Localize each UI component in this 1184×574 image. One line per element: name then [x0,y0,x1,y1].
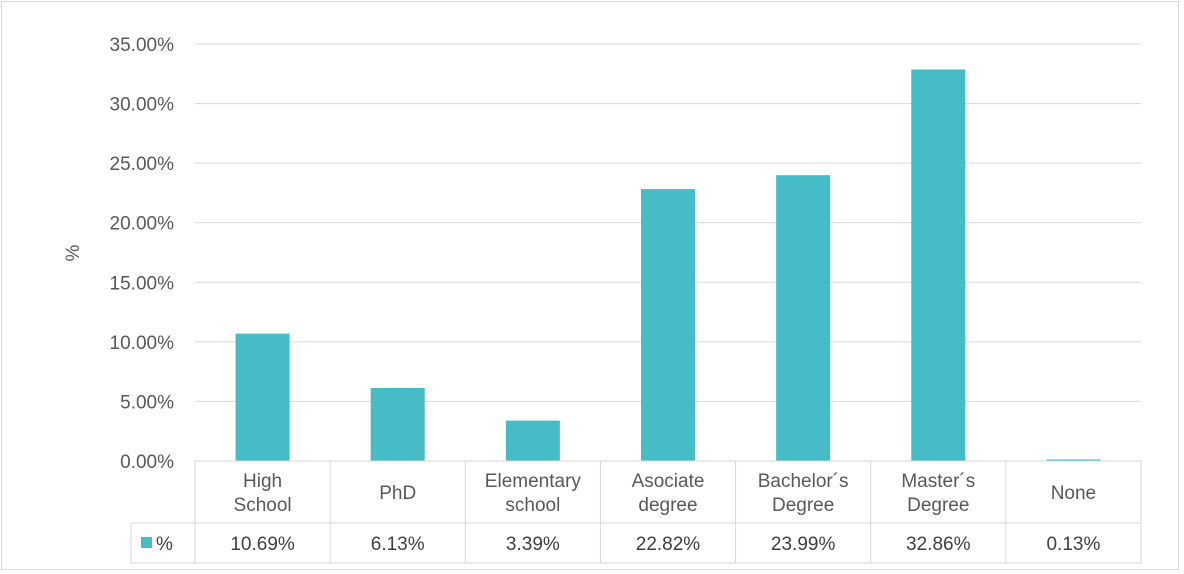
table-value: 0.13% [1046,534,1100,555]
y-tick-label: 15.00% [110,273,175,294]
y-tick-label: 5.00% [120,392,174,413]
category-label: High [243,471,282,492]
table-value: 3.39% [506,534,560,555]
category-label: PhD [379,483,416,504]
category-label: School [234,495,292,516]
y-tick-label: 0.00% [120,452,174,473]
category-label: Bachelor´s [758,471,849,492]
data-table: High School PhD Elementary school Asociate deg… [130,460,1142,564]
category-label: Degree [772,495,834,516]
table-value: 23.99% [771,534,836,555]
category-label: school [505,495,560,516]
y-tick-label: 20.00% [110,214,175,235]
y-axis-tick-labels: 0.00% 5.00% 10.00% 15.00% 20.00% 25.00% 30.00%… [110,35,175,473]
bar [641,189,695,461]
category-label: Asociate [632,471,705,492]
bar [370,387,425,461]
legend-series-name: % [156,534,173,555]
category-label: None [1051,483,1096,504]
legend-swatch [141,537,152,548]
bars [235,69,1101,462]
category-label: Degree [907,495,969,516]
category-label: degree [638,495,697,516]
table-value: 6.13% [371,534,425,555]
category-label: Elementary [485,471,582,492]
bar [776,175,831,462]
bar [1046,459,1101,461]
bar [235,333,290,461]
table-value: 10.69% [230,534,295,555]
y-tick-label: 35.00% [110,35,175,56]
y-tick-label: 25.00% [110,154,175,175]
bar [505,420,560,461]
y-tick-label: 10.00% [110,333,175,354]
bar [911,69,966,461]
category-label: Master´s [901,471,975,492]
table-value: 22.82% [636,534,701,555]
table-value: 32.86% [906,534,971,555]
y-tick-label: 30.00% [110,95,175,116]
y-axis-title: % [63,244,84,261]
